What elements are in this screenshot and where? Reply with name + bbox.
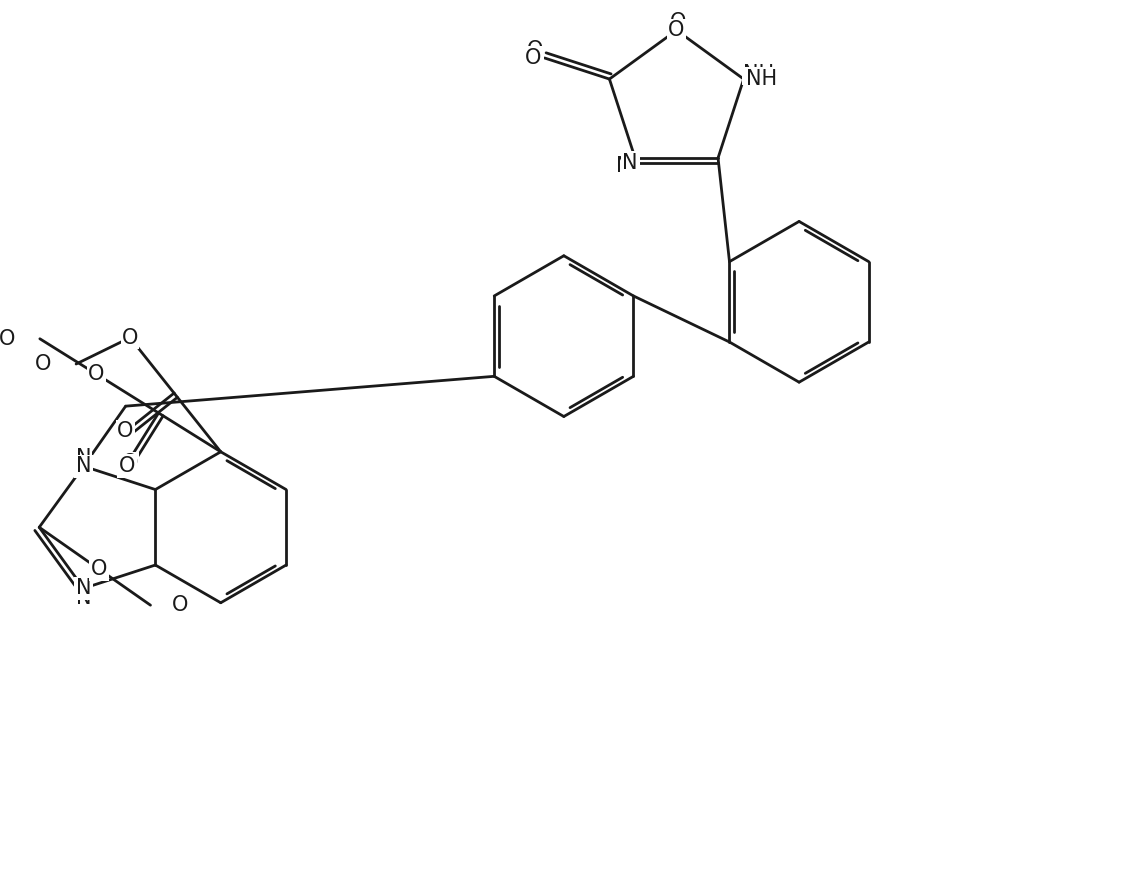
Text: O: O	[173, 595, 189, 615]
Text: O: O	[669, 20, 685, 41]
Text: N: N	[75, 456, 91, 476]
Text: O: O	[91, 560, 107, 579]
Text: N: N	[75, 588, 91, 608]
Text: N: N	[616, 156, 631, 176]
Text: NH: NH	[743, 65, 774, 84]
Text: O: O	[0, 329, 15, 349]
Text: O: O	[91, 560, 107, 579]
Text: O: O	[122, 328, 138, 347]
Text: O: O	[525, 48, 541, 68]
Text: N: N	[75, 578, 91, 598]
Text: NH: NH	[745, 69, 777, 89]
Text: N: N	[75, 448, 91, 469]
Text: N: N	[623, 153, 638, 173]
Text: O: O	[119, 456, 135, 476]
Text: O: O	[88, 364, 104, 384]
Text: O: O	[118, 421, 134, 441]
Text: O: O	[35, 354, 51, 374]
Text: O: O	[670, 12, 687, 33]
Text: O: O	[170, 595, 186, 615]
Text: O: O	[122, 453, 138, 473]
Text: O: O	[88, 364, 104, 384]
Text: O: O	[527, 40, 543, 60]
